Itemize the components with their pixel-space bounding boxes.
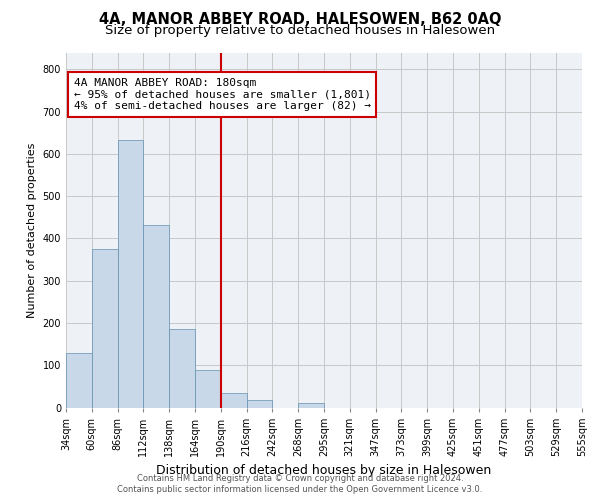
X-axis label: Distribution of detached houses by size in Halesowen: Distribution of detached houses by size … — [157, 464, 491, 477]
Bar — [298, 404, 324, 407]
Bar — [143, 225, 169, 408]
Bar — [118, 140, 143, 407]
Bar — [92, 249, 118, 408]
Bar — [221, 392, 247, 407]
Text: Size of property relative to detached houses in Halesowen: Size of property relative to detached ho… — [105, 24, 495, 37]
Bar — [195, 370, 221, 408]
Bar — [66, 354, 92, 408]
Bar — [169, 330, 195, 407]
Text: 4A, MANOR ABBEY ROAD, HALESOWEN, B62 0AQ: 4A, MANOR ABBEY ROAD, HALESOWEN, B62 0AQ — [99, 12, 501, 28]
Text: Contains HM Land Registry data © Crown copyright and database right 2024.
Contai: Contains HM Land Registry data © Crown c… — [118, 474, 482, 494]
Bar — [247, 400, 272, 407]
Y-axis label: Number of detached properties: Number of detached properties — [27, 142, 37, 318]
Text: 4A MANOR ABBEY ROAD: 180sqm
← 95% of detached houses are smaller (1,801)
4% of s: 4A MANOR ABBEY ROAD: 180sqm ← 95% of det… — [74, 78, 371, 111]
